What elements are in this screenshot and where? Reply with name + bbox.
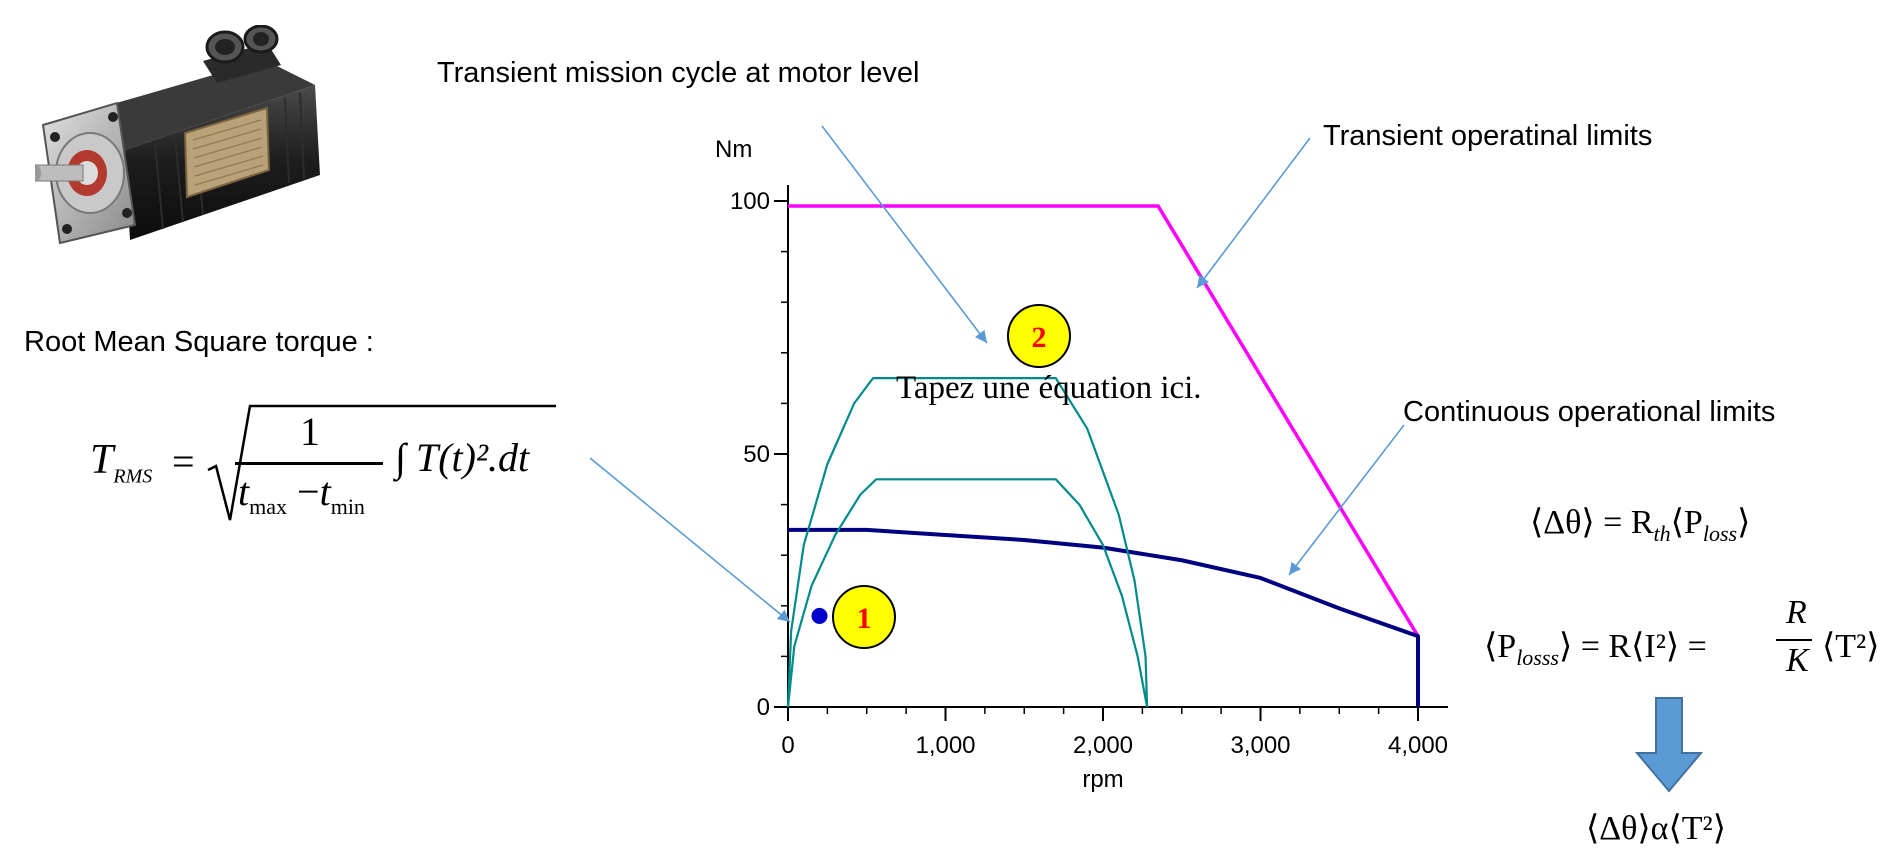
mission-cycle-arrow-head bbox=[974, 329, 987, 343]
mission-cycle-lower bbox=[786, 478, 1149, 708]
marker-2-circle bbox=[1007, 304, 1071, 368]
equation-placeholder: Tapez une équation ici. bbox=[896, 370, 1202, 406]
rms-torque-formula: TRMS = 1 tmax −tmin ∫ T(t)².dt bbox=[90, 400, 570, 530]
fraction-bar bbox=[235, 462, 383, 465]
ploss-equation-end: ⟨T²⟩ bbox=[1822, 628, 1880, 665]
rms-torque-label: Root Mean Square torque : bbox=[24, 326, 374, 358]
marker-1-label: 1 bbox=[857, 602, 872, 635]
ploss-fraction: R K bbox=[1776, 594, 1816, 684]
theta-equation: ⟨Δθ⟩ = Rth⟨Ploss⟩ bbox=[1530, 504, 1751, 546]
motor-image bbox=[35, 25, 320, 245]
y-tick-label: 50 bbox=[743, 441, 770, 468]
t-rms-denominator: tmax −tmin bbox=[238, 469, 365, 519]
continuous-limits-arrow bbox=[1288, 424, 1405, 576]
y-axis-label: Nm bbox=[715, 136, 752, 163]
down-arrow-icon bbox=[1634, 697, 1704, 793]
t-rms-integrand: ∫ T(t)².dt bbox=[395, 435, 530, 480]
mission-cycle-label: Transient mission cycle at motor level bbox=[437, 57, 920, 89]
y-tick-label: 100 bbox=[730, 188, 770, 215]
equals-sign: = bbox=[172, 439, 195, 484]
x-tick-label: 3,000 bbox=[1230, 732, 1290, 759]
marker-1-circle bbox=[832, 585, 896, 649]
radical-sign bbox=[207, 404, 556, 521]
t-rms-numerator: 1 bbox=[300, 409, 320, 454]
transient-limits-arrow bbox=[1196, 137, 1311, 289]
t-rms-lhs: TRMS bbox=[90, 437, 153, 488]
continuous-limit-line bbox=[788, 527, 1420, 707]
continuous-limits-arrow-head bbox=[1289, 561, 1302, 575]
transient-limits-arrow-head bbox=[1197, 274, 1210, 288]
continuous-limits-label: Continuous operational limits bbox=[1403, 396, 1776, 428]
x-tick-label: 2,000 bbox=[1073, 732, 1133, 759]
ploss-equation: ⟨Plosss⟩ = R⟨I²⟩ = bbox=[1484, 628, 1707, 670]
proportional-equation: ⟨Δθ⟩α⟨T²⟩ bbox=[1586, 810, 1726, 847]
x-axis-label: rpm bbox=[1082, 766, 1123, 793]
x-tick-label: 4,000 bbox=[1388, 732, 1448, 759]
x-tick-label: 0 bbox=[781, 732, 794, 759]
rms-point-arrow-head bbox=[776, 609, 790, 622]
y-tick-label: 0 bbox=[757, 694, 770, 721]
mission-cycle-upper bbox=[786, 377, 1149, 708]
marker-2-label: 2 bbox=[1032, 321, 1047, 354]
operating-point bbox=[811, 607, 828, 624]
mission-cycle-arrow bbox=[821, 125, 988, 344]
rms-point-arrow bbox=[589, 457, 791, 623]
x-tick-label: 1,000 bbox=[915, 732, 975, 759]
transient-limits-label: Transient operatinal limits bbox=[1323, 120, 1653, 152]
